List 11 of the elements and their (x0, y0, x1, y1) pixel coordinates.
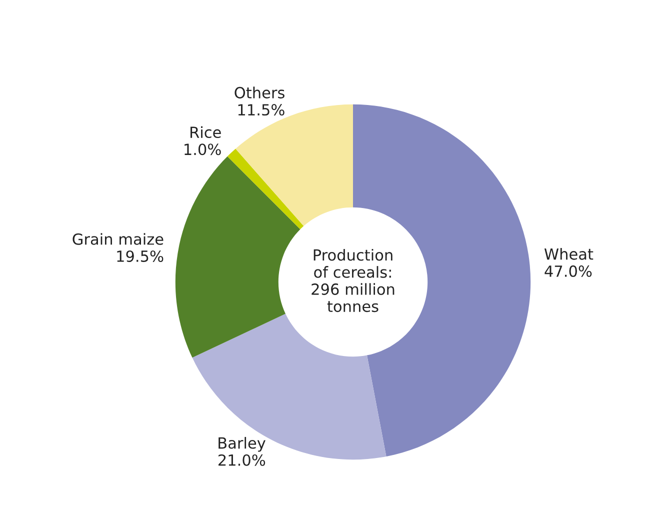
slice-label: Rice (190, 126, 221, 138)
slice-label: Grain maize (72, 233, 164, 245)
data-label: 19.5% (117, 250, 164, 262)
slice-label: Barley (218, 436, 266, 452)
data-label: 1.0% (184, 144, 221, 156)
data-label: 21.0% (218, 454, 266, 466)
slice-label: Others (234, 86, 284, 98)
text: Production of cereals: 296 million tonnes (312, 248, 394, 312)
data-label: 11.5% (238, 104, 284, 116)
data-label: 47.0% (544, 265, 592, 277)
slice-label: Wheat (544, 248, 594, 260)
